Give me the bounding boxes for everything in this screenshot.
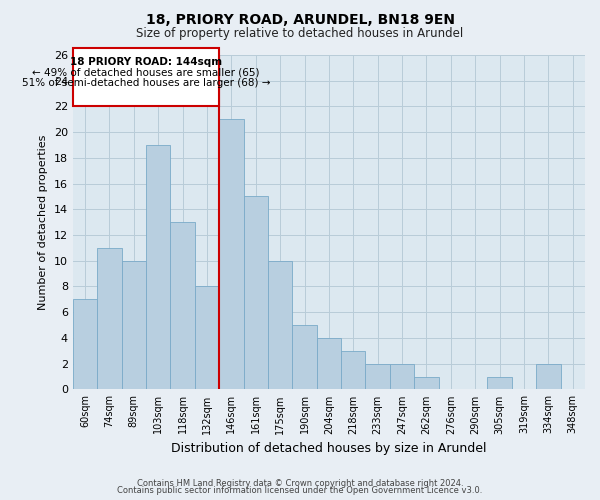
Bar: [122, 261, 146, 390]
Y-axis label: Number of detached properties: Number of detached properties: [38, 134, 48, 310]
Text: 51% of semi-detached houses are larger (68) →: 51% of semi-detached houses are larger (…: [22, 78, 270, 88]
Bar: [317, 338, 341, 390]
Text: 18 PRIORY ROAD: 144sqm: 18 PRIORY ROAD: 144sqm: [70, 58, 222, 68]
Bar: [365, 364, 390, 390]
Bar: [390, 364, 414, 390]
Bar: [97, 248, 122, 390]
Text: Contains public sector information licensed under the Open Government Licence v3: Contains public sector information licen…: [118, 486, 482, 495]
Text: Contains HM Land Registry data © Crown copyright and database right 2024.: Contains HM Land Registry data © Crown c…: [137, 478, 463, 488]
Bar: [414, 376, 439, 390]
Bar: [487, 376, 512, 390]
X-axis label: Distribution of detached houses by size in Arundel: Distribution of detached houses by size …: [171, 442, 487, 455]
Bar: [536, 364, 560, 390]
Bar: [244, 196, 268, 390]
Bar: [170, 222, 195, 390]
Text: Size of property relative to detached houses in Arundel: Size of property relative to detached ho…: [136, 28, 464, 40]
Bar: [292, 325, 317, 390]
Text: ← 49% of detached houses are smaller (65): ← 49% of detached houses are smaller (65…: [32, 68, 260, 78]
Bar: [73, 300, 97, 390]
Bar: [341, 351, 365, 390]
Bar: [73, 48, 219, 106]
Bar: [195, 286, 219, 390]
Bar: [268, 261, 292, 390]
Bar: [219, 119, 244, 390]
Text: 18, PRIORY ROAD, ARUNDEL, BN18 9EN: 18, PRIORY ROAD, ARUNDEL, BN18 9EN: [146, 12, 455, 26]
Bar: [146, 145, 170, 390]
